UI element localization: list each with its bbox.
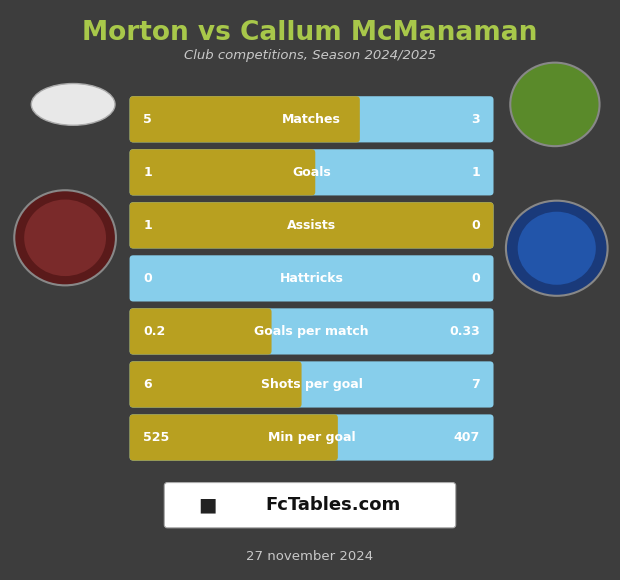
Text: 525: 525 — [143, 431, 169, 444]
FancyBboxPatch shape — [130, 255, 494, 302]
Text: 0.2: 0.2 — [143, 325, 166, 338]
Text: 6: 6 — [143, 378, 152, 391]
FancyBboxPatch shape — [130, 414, 494, 461]
Text: 7: 7 — [471, 378, 480, 391]
Text: 1: 1 — [471, 166, 480, 179]
FancyBboxPatch shape — [130, 361, 301, 408]
Text: ■: ■ — [198, 496, 217, 514]
Text: Assists: Assists — [287, 219, 336, 232]
Text: FcTables.com: FcTables.com — [265, 496, 401, 514]
Text: Hattricks: Hattricks — [280, 272, 343, 285]
FancyBboxPatch shape — [130, 309, 272, 354]
Text: Morton vs Callum McManaman: Morton vs Callum McManaman — [82, 20, 538, 46]
Text: 1: 1 — [143, 166, 152, 179]
Text: 0.33: 0.33 — [449, 325, 480, 338]
Text: Goals: Goals — [292, 166, 331, 179]
Text: 5: 5 — [143, 113, 152, 126]
Text: 0: 0 — [143, 272, 152, 285]
FancyBboxPatch shape — [130, 202, 494, 248]
FancyBboxPatch shape — [130, 149, 494, 195]
Text: Matches: Matches — [282, 113, 341, 126]
Circle shape — [24, 200, 106, 276]
Text: 3: 3 — [471, 113, 480, 126]
FancyBboxPatch shape — [130, 361, 494, 408]
Text: 407: 407 — [454, 431, 480, 444]
Circle shape — [506, 201, 608, 296]
FancyBboxPatch shape — [130, 309, 494, 354]
FancyBboxPatch shape — [130, 149, 316, 195]
Text: 0: 0 — [471, 219, 480, 232]
FancyBboxPatch shape — [130, 96, 494, 143]
Text: Club competitions, Season 2024/2025: Club competitions, Season 2024/2025 — [184, 49, 436, 62]
Circle shape — [14, 190, 116, 285]
Text: Goals per match: Goals per match — [254, 325, 369, 338]
Text: 27 november 2024: 27 november 2024 — [246, 550, 374, 563]
FancyBboxPatch shape — [130, 414, 338, 461]
FancyBboxPatch shape — [164, 483, 456, 528]
Ellipse shape — [31, 84, 115, 125]
Text: Shots per goal: Shots per goal — [260, 378, 363, 391]
FancyBboxPatch shape — [130, 96, 360, 143]
Text: 1: 1 — [143, 219, 152, 232]
Text: 0: 0 — [471, 272, 480, 285]
FancyBboxPatch shape — [130, 202, 494, 248]
Circle shape — [510, 63, 600, 146]
Circle shape — [518, 212, 596, 285]
Text: Min per goal: Min per goal — [268, 431, 355, 444]
